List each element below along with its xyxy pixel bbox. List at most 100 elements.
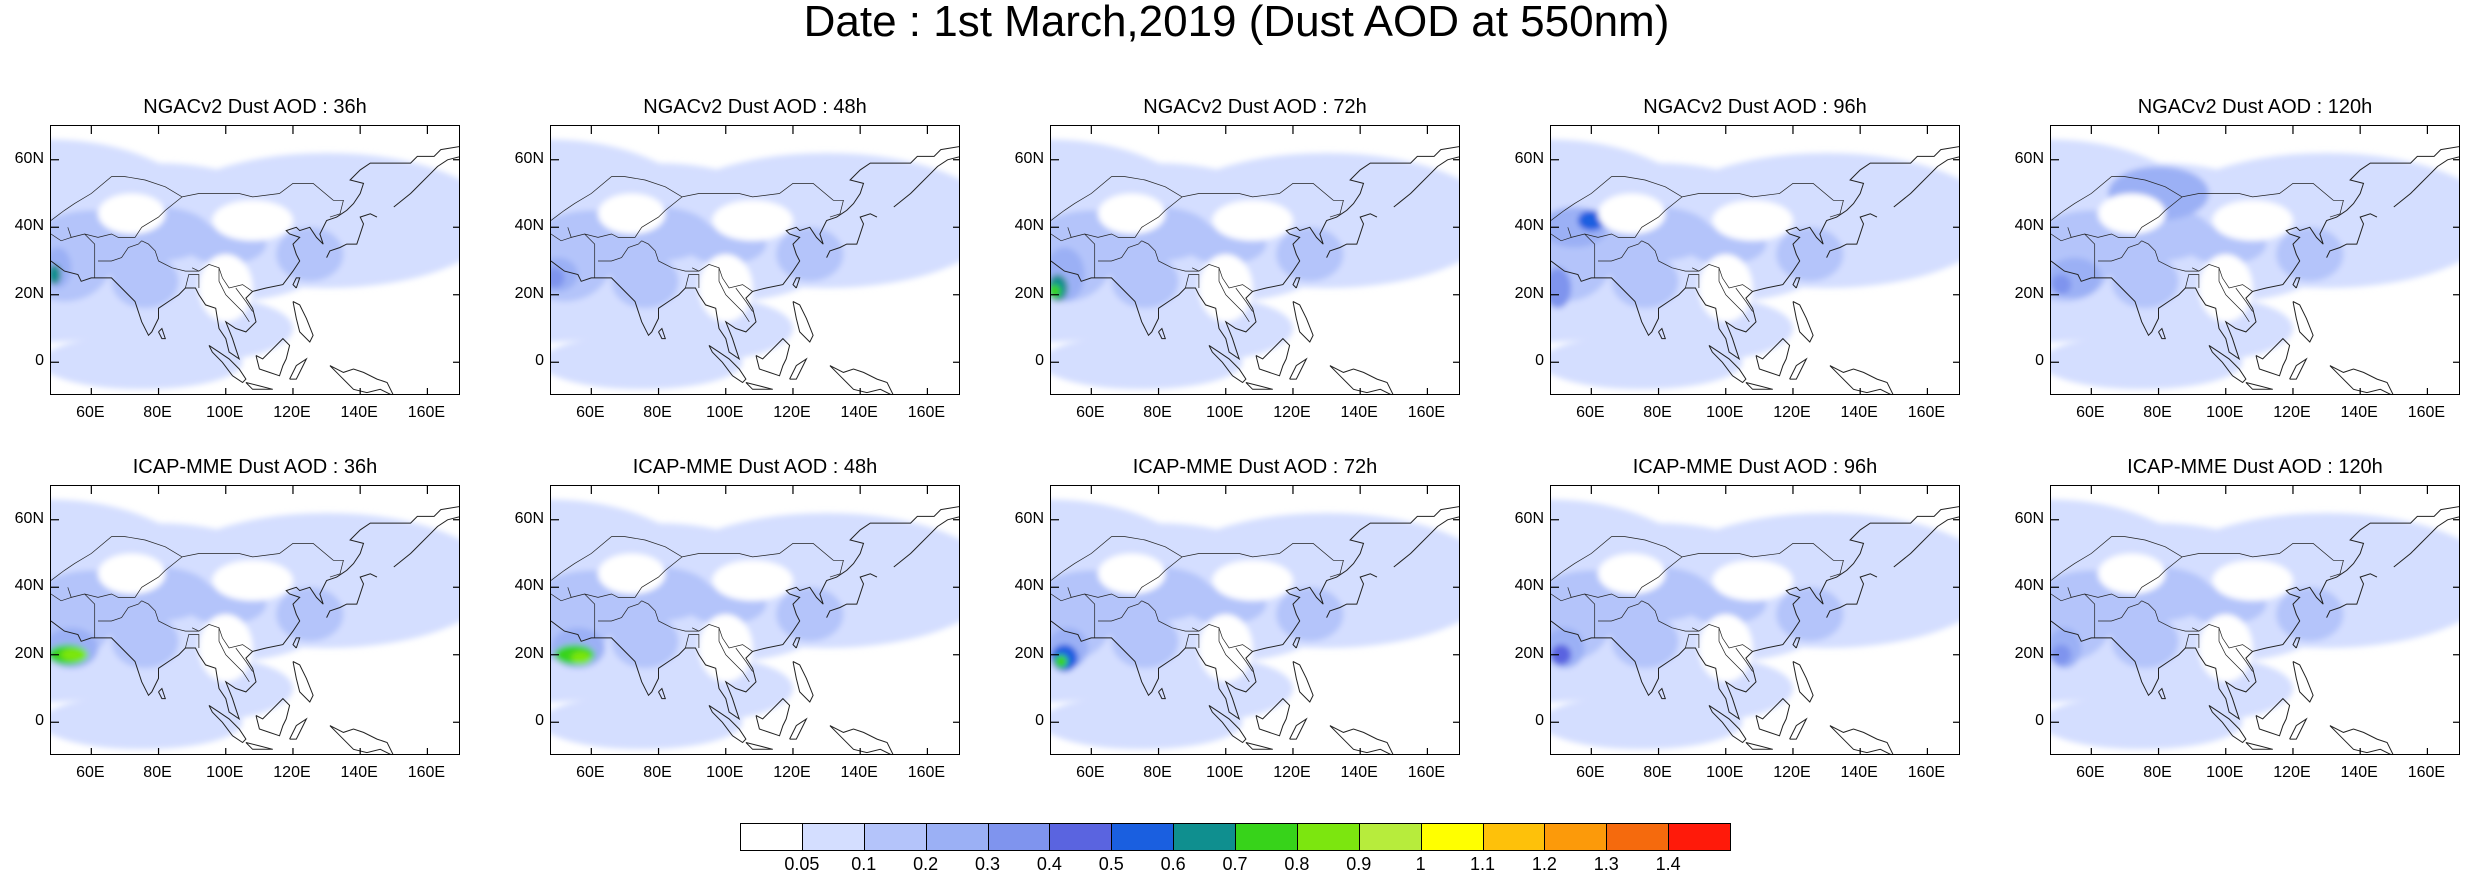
aod-clear-area [1098,553,1166,594]
lon-tick-label: 160E [1407,764,1446,781]
panel-title: ICAP-MME Dust AOD : 72h [1132,456,1378,478]
country-border [1567,556,1683,598]
aod-clear-area [2098,193,2166,234]
coastline [792,301,814,343]
colorbar [740,823,1731,851]
lon-tick-label: 160E [407,404,446,421]
map-panel: ICAP-MME Dust AOD : 36h 60N 40N 20N 0 60E 80E 1… [15,455,460,800]
country-border [2051,176,2344,221]
coastline [792,277,801,289]
colorbar-label: 0.3 [974,854,1001,874]
lat-tick-label: 0 [2035,352,2044,370]
country-border [691,627,700,632]
coastline [393,156,459,208]
lat-tick-label: 40N [14,217,44,235]
lon-tick-label: 80E [1643,764,1672,781]
country-border [1567,196,1683,238]
lon-tick-label: 160E [907,764,946,781]
coastline [245,742,273,750]
country-border [2084,593,2096,638]
aod-clear-area [2098,553,2166,594]
coastline [1551,146,1959,361]
aod-field [1276,227,1344,282]
lon-tick-label: 160E [1907,764,1946,781]
aod-field [1611,614,1679,669]
country-border [1185,274,1200,289]
coastline [51,146,459,361]
coastline [755,697,791,737]
coastline [789,357,808,380]
panel-title: ICAP-MME Dust AOD : 96h [1632,456,1878,478]
lon-tick-label: 140E [340,764,378,781]
coastline [1158,327,1166,340]
country-border [51,233,72,242]
lon-tick-label: 120E [273,404,311,421]
lon-tick-label: 100E [2206,404,2244,421]
lat-tick-label: 40N [1514,217,1544,235]
coastline [1826,213,1878,258]
aod-field [611,254,679,309]
aod-field [2276,587,2344,642]
country-border [641,240,753,292]
lat-tick-label: 20N [14,284,44,302]
coastline [1255,337,1291,377]
country-border [1685,274,1700,289]
aod-clear-area [198,254,253,322]
aod-clear-area [712,200,793,241]
colorbar-label: 0.1 [851,854,877,874]
coastline [708,704,747,744]
country-border [84,593,96,638]
coastline [208,704,247,744]
colorbar-label: 1.4 [1655,854,1681,874]
coastline [551,146,959,361]
country-border [1598,600,1642,622]
lon-tick-label: 60E [1076,764,1105,781]
country-border [598,240,642,262]
panel-title: NGACv2 Dust AOD : 120h [2137,96,2373,118]
country-border [718,267,750,322]
coastline [2208,704,2247,744]
coastline [1326,573,1378,618]
coastline [255,337,291,377]
aod-field [551,267,565,288]
lat-tick-label: 20N [1014,644,1044,662]
coastline [2292,637,2301,649]
coastline [208,344,247,384]
lon-tick-label: 100E [1706,404,1744,421]
country-border [1051,536,1344,581]
country-border [1235,287,1253,312]
map-frame [2050,485,2460,755]
coastline [1792,277,1801,289]
colorbar-swatch [801,823,865,851]
lat-tick-label: 20N [1514,284,1544,302]
lon-tick-label: 120E [1773,404,1811,421]
aod-field [1054,654,1068,669]
aod-clear-area [98,553,166,594]
country-border [685,274,700,289]
coastline [1292,637,1301,649]
country-border [1641,600,1753,652]
colorbar-swatch [1544,823,1608,851]
lat-tick-label: 40N [2014,217,2044,235]
aod-field [776,227,844,282]
aod-field [2111,254,2179,309]
coastline [1289,717,1308,740]
country-border [551,233,572,242]
colorbar-swatch [863,823,927,851]
lon-tick-label: 120E [2273,404,2311,421]
lon-tick-label: 80E [1143,764,1172,781]
coastline [826,573,878,618]
colorbar-swatch [1111,823,1175,851]
country-border [1084,593,1096,638]
coastline [1792,637,1801,649]
aod-field [276,227,344,282]
aod-field [571,651,592,665]
country-border [218,267,250,322]
country-border [1598,240,1642,262]
lat-tick-label: 20N [514,284,544,302]
country-border [584,233,596,278]
lon-tick-label: 80E [1643,404,1672,421]
lat-tick-label: 40N [14,577,44,595]
country-border [1191,267,1200,272]
dust-aod-map [1551,486,1959,754]
